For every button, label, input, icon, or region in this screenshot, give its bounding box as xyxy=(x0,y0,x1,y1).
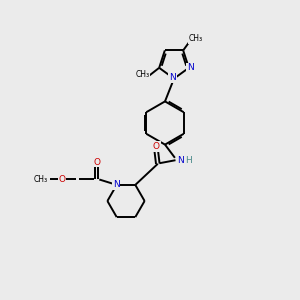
Text: O: O xyxy=(58,175,66,184)
Text: N: N xyxy=(177,156,183,165)
Text: N: N xyxy=(187,63,194,72)
Text: H: H xyxy=(186,156,192,165)
Text: CH₃: CH₃ xyxy=(189,34,203,43)
Text: CH₃: CH₃ xyxy=(34,175,48,184)
Text: N: N xyxy=(113,180,119,189)
Text: O: O xyxy=(153,142,160,151)
Text: O: O xyxy=(93,158,100,166)
Text: N: N xyxy=(169,74,176,82)
Text: CH₃: CH₃ xyxy=(136,70,150,79)
